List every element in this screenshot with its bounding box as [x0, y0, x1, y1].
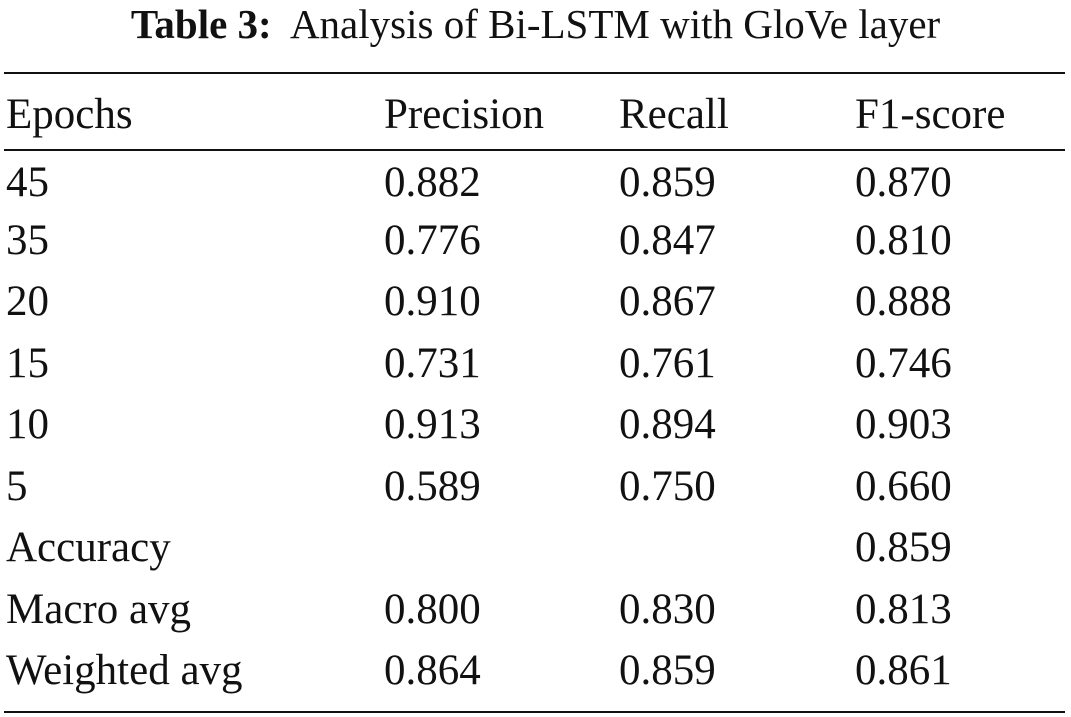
column-header-precision: Precision [384, 90, 545, 138]
cell-precision: 0.882 [384, 159, 481, 207]
cell-recall: 0.750 [619, 462, 716, 510]
cell-epochs: 15 [6, 339, 49, 387]
cell-f1-score: 0.861 [855, 647, 952, 695]
cell-precision: 0.910 [384, 278, 481, 326]
table-caption: Table 3: Analysis of Bi-LSTM with GloVe … [0, 0, 1071, 48]
cell-f1-score: 0.888 [855, 278, 952, 326]
cell-epochs: 35 [6, 216, 49, 264]
cell-recall: 0.894 [619, 401, 716, 449]
table-row: 10 0.913 0.894 0.903 [6, 394, 1065, 456]
cell-metric-label: Accuracy [6, 524, 171, 572]
cell-recall: 0.859 [619, 159, 716, 207]
cell-epochs: 45 [6, 159, 49, 207]
results-table: Epochs Precision Recall F1-score 45 0.88… [6, 80, 1065, 702]
cell-recall: 0.867 [619, 278, 716, 326]
cell-precision: 0.776 [384, 216, 481, 264]
cell-metric-label: Macro avg [6, 585, 192, 633]
header-rule [4, 149, 1065, 151]
top-rule [4, 72, 1065, 74]
cell-epochs: 20 [6, 278, 49, 326]
cell-recall: 0.761 [619, 339, 716, 387]
cell-f1-score: 0.870 [855, 159, 952, 207]
table-row: Weighted avg 0.864 0.859 0.861 [6, 640, 1065, 702]
cell-recall: 0.847 [619, 216, 716, 264]
cell-f1-score: 0.746 [855, 339, 952, 387]
cell-recall [619, 517, 855, 579]
table-row: 45 0.882 0.859 0.870 [6, 148, 1065, 210]
caption-label: Table 3: [130, 1, 272, 47]
cell-precision: 0.864 [384, 647, 481, 695]
cell-precision: 0.913 [384, 401, 481, 449]
cell-precision [384, 517, 619, 579]
column-header-f1-score: F1-score [855, 90, 1006, 138]
cell-f1-score: 0.859 [855, 524, 952, 572]
column-header-recall: Recall [619, 90, 729, 138]
table-row: 15 0.731 0.761 0.746 [6, 333, 1065, 395]
cell-precision: 0.589 [384, 462, 481, 510]
column-header-epochs: Epochs [6, 90, 133, 138]
cell-f1-score: 0.903 [855, 401, 952, 449]
cell-f1-score: 0.660 [855, 462, 952, 510]
cell-f1-score: 0.813 [855, 585, 952, 633]
cell-recall: 0.830 [619, 585, 716, 633]
table-row: Macro avg 0.800 0.830 0.813 [6, 579, 1065, 641]
caption-text: Analysis of Bi-LSTM with GloVe layer [289, 1, 941, 47]
cell-epochs: 5 [6, 462, 28, 510]
table-row: 35 0.776 0.847 0.810 [6, 210, 1065, 272]
table-row: 20 0.910 0.867 0.888 [6, 271, 1065, 333]
cell-f1-score: 0.810 [855, 216, 952, 264]
cell-recall: 0.859 [619, 647, 716, 695]
cell-metric-label: Weighted avg [6, 647, 243, 695]
cell-precision: 0.800 [384, 585, 481, 633]
table-row: Accuracy 0.859 [6, 517, 1065, 579]
bottom-rule [4, 711, 1065, 713]
table-row: 5 0.589 0.750 0.660 [6, 456, 1065, 518]
cell-epochs: 10 [6, 401, 49, 449]
cell-precision: 0.731 [384, 339, 481, 387]
header-row: Epochs Precision Recall F1-score [6, 80, 1065, 148]
